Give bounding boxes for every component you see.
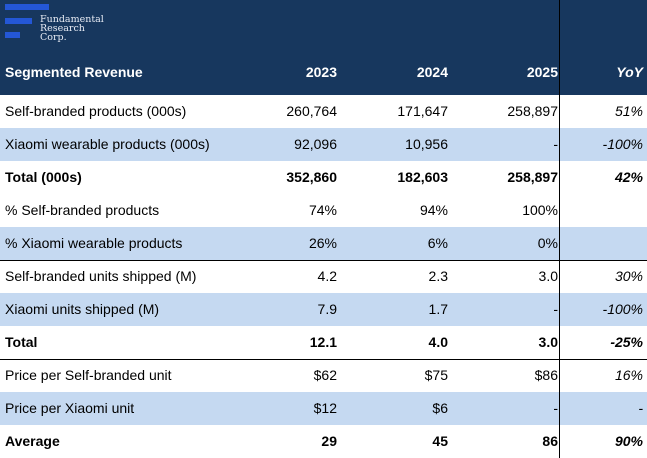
table-row: Self-branded units shipped (M) 4.2 2.3 3.0 3… [0,260,647,293]
value-2025: 3.0 [538,268,558,284]
value-2025: 100% [522,202,558,218]
value-2024: 6% [427,235,448,251]
row-label: Total [5,334,38,350]
yoy-column-divider [559,0,560,458]
value-2023: $62 [313,367,337,383]
value-2024: 182,603 [397,169,448,185]
value-2025: 3.0 [538,334,558,350]
value-2024: 10,956 [405,136,448,152]
table-row: % Xiaomi wearable products 26% 6% 0% [0,227,647,260]
row-label: Xiaomi units shipped (M) [5,301,160,317]
value-2023: $12 [313,400,337,416]
table-row: % Self-branded products 74% 94% 100% [0,194,647,227]
value-2024: 45 [432,433,448,449]
value-2025: - [553,136,558,152]
value-2025: - [553,301,558,317]
value-2024: 1.7 [428,301,448,317]
value-yoy: -25% [610,334,643,350]
table-row: Total (000s) 352,860 182,603 258,897 42% [0,161,647,194]
value-2023: 7.9 [317,301,337,317]
value-yoy: 30% [614,268,643,284]
value-yoy: -100% [602,136,643,152]
value-2025: 258,897 [507,103,558,119]
value-2023: 4.2 [317,268,337,284]
table-row: Price per Xiaomi unit $12 $6 - - [0,392,647,425]
value-2024: 171,647 [397,103,448,119]
value-2025: - [553,400,558,416]
value-2023: 26% [308,235,337,251]
value-2024: $75 [424,367,448,383]
value-2025: $86 [534,367,558,383]
row-label: Xiaomi wearable products (000s) [5,136,210,152]
row-label: Self-branded products (000s) [5,103,187,119]
value-2023: 74% [308,202,337,218]
logo-line: Corp. [40,32,67,43]
value-yoy: - [638,400,643,416]
row-label: Price per Self-branded unit [5,367,172,383]
value-2024: 4.0 [428,334,448,350]
logo-line: Research [40,23,85,34]
column-header-2024: 2024 [416,64,448,80]
row-label: % Xiaomi wearable products [5,235,183,251]
value-yoy: 90% [614,433,643,449]
value-2023: 12.1 [309,334,337,350]
value-yoy: -100% [602,301,643,317]
logo-bar-icon [5,32,20,38]
column-header-2025: 2025 [526,64,558,80]
column-header-yoy: YoY [616,64,643,80]
table-row: Xiaomi wearable products (000s) 92,096 10,… [0,128,647,161]
table-row: Xiaomi units shipped (M) 7.9 1.7 - -100% [0,293,647,326]
logo-line: Fundamental [40,14,104,25]
value-2023: 352,860 [286,169,337,185]
table-header: Fundamental Research Corp. Segmented Rev… [0,0,647,95]
value-2023: 260,764 [286,103,337,119]
row-label: Total (000s) [5,169,82,185]
logo-bar-icon [5,4,49,10]
value-2023: 29 [321,433,337,449]
value-2024: 2.3 [428,268,448,284]
table-row: Total 12.1 4.0 3.0 -25% [0,326,647,359]
value-2025: 86 [542,433,558,449]
value-yoy: 51% [614,103,643,119]
row-label: Self-branded units shipped (M) [5,268,197,284]
value-2024: $6 [432,400,448,416]
row-label: Average [5,433,60,449]
table-title: Segmented Revenue [5,64,143,80]
logo-text: Fundamental Research Corp. [40,14,104,43]
section-divider [0,359,647,360]
value-2025: 258,897 [507,169,558,185]
row-label: % Self-branded products [5,202,160,218]
value-2023: 92,096 [294,136,337,152]
logo-bar-icon [5,18,32,24]
table-row: Self-branded products (000s) 260,764 171,6… [0,95,647,128]
table-row: Average 29 45 86 90% [0,425,647,458]
section-divider [0,260,647,261]
value-yoy: 16% [614,367,643,383]
table-row: Price per Self-branded unit $62 $75 $86 16% [0,359,647,392]
value-2025: 0% [537,235,558,251]
value-2024: 94% [419,202,448,218]
row-label: Price per Xiaomi unit [5,400,135,416]
column-header-2023: 2023 [305,64,337,80]
value-yoy: 42% [614,169,643,185]
